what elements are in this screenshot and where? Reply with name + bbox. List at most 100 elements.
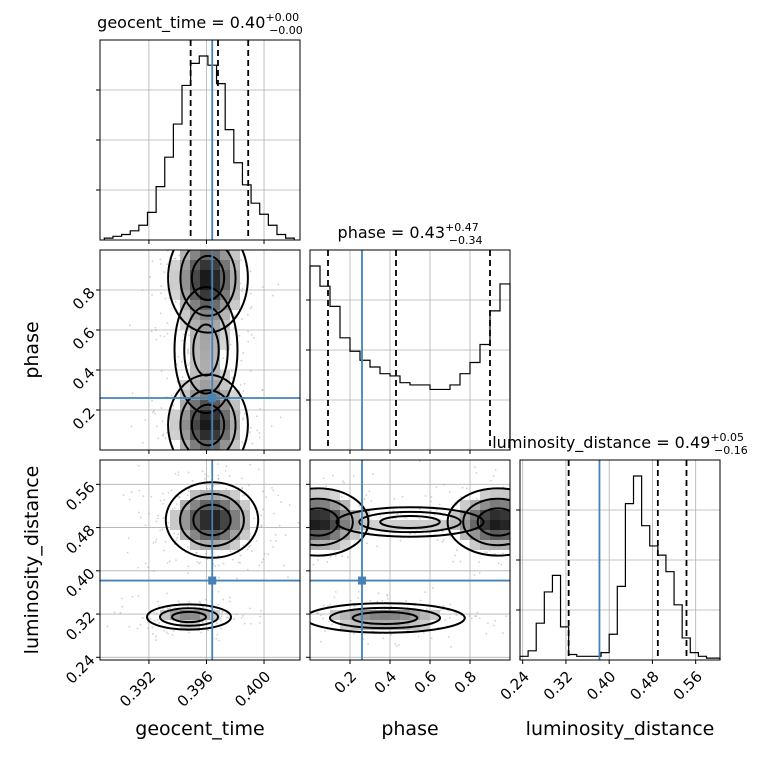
density-phase-distance-frame xyxy=(309,459,511,661)
sample-point xyxy=(160,407,163,409)
sample-point xyxy=(189,593,191,595)
sample-point xyxy=(316,611,318,614)
sample-point xyxy=(147,512,150,515)
sample-point xyxy=(217,227,219,229)
sample-point xyxy=(257,473,259,475)
sample-point xyxy=(161,420,164,423)
sample-point xyxy=(170,394,173,397)
sample-point xyxy=(164,540,167,543)
sample-point xyxy=(163,629,165,632)
sample-point xyxy=(523,603,525,605)
x-tick-label: 0.6 xyxy=(411,668,441,698)
sample-point xyxy=(113,611,116,614)
density-cell xyxy=(230,300,240,310)
sample-point xyxy=(151,626,154,629)
sample-point xyxy=(252,336,255,339)
sample-point xyxy=(221,460,223,462)
density-cell xyxy=(210,260,220,270)
density-cell xyxy=(210,340,220,350)
sample-point xyxy=(325,485,328,488)
sample-point xyxy=(227,616,230,619)
sample-point xyxy=(333,596,336,599)
sample-point xyxy=(369,599,372,602)
sample-point xyxy=(162,517,165,519)
density-cell xyxy=(480,540,490,550)
sample-point xyxy=(306,624,308,626)
sample-point xyxy=(367,531,370,534)
sample-point xyxy=(222,220,224,222)
density-cell xyxy=(210,250,220,260)
contour-0-0 xyxy=(310,487,370,557)
sample-point xyxy=(288,503,291,506)
sample-point xyxy=(448,491,451,493)
sample-point xyxy=(253,510,255,512)
sample-point xyxy=(358,505,360,507)
sample-point xyxy=(154,635,157,638)
sample-point xyxy=(240,454,242,456)
sample-point xyxy=(137,511,140,514)
density-cell xyxy=(500,510,510,520)
sample-point xyxy=(187,352,190,355)
sample-point xyxy=(154,329,157,332)
sample-point xyxy=(214,565,217,568)
sample-point xyxy=(246,548,249,551)
sample-point xyxy=(259,408,262,410)
density-cell xyxy=(410,520,420,530)
sample-point xyxy=(500,563,503,566)
sample-point xyxy=(163,242,165,244)
sample-point xyxy=(424,495,427,497)
panel-title-geocent_time: geocent_time = 0.40+0.00 −0.00 xyxy=(97,11,303,37)
density-cell xyxy=(210,350,220,360)
sample-point xyxy=(390,633,392,636)
sample-point xyxy=(370,499,373,502)
sample-point xyxy=(163,335,166,338)
sample-point xyxy=(377,592,380,595)
contour-1-2 xyxy=(190,403,226,447)
sample-point xyxy=(534,504,536,506)
sample-point xyxy=(141,470,143,472)
density-cell xyxy=(210,290,220,300)
y-tick-label: 0.48 xyxy=(62,521,98,557)
sample-point xyxy=(250,522,252,524)
sample-point xyxy=(197,562,200,565)
sample-point xyxy=(447,636,450,638)
sample-point xyxy=(128,498,131,501)
sample-point xyxy=(251,550,253,553)
density-cell xyxy=(480,490,490,500)
sample-point xyxy=(171,634,174,636)
density-cell xyxy=(340,540,350,550)
sample-point xyxy=(155,612,158,615)
sample-point xyxy=(198,243,200,245)
density-cell xyxy=(190,250,200,260)
density-cell xyxy=(200,350,210,360)
sample-point xyxy=(317,612,320,615)
sample-point xyxy=(455,614,458,616)
density-cell xyxy=(490,520,500,530)
density-cell xyxy=(200,430,210,440)
sample-point xyxy=(433,513,436,516)
sample-point xyxy=(300,597,302,599)
sample-point xyxy=(528,520,530,522)
sample-point xyxy=(188,600,191,603)
sample-point xyxy=(139,516,142,519)
sample-point xyxy=(242,544,245,547)
x-axis-title: luminosity_distance xyxy=(526,718,715,740)
density-cell xyxy=(310,500,320,510)
sample-point xyxy=(249,624,251,626)
sample-point xyxy=(417,635,420,638)
sample-point xyxy=(217,590,220,593)
sample-point xyxy=(167,632,169,635)
sample-point xyxy=(452,560,455,563)
sample-point xyxy=(525,564,527,566)
sample-point xyxy=(272,545,274,548)
sample-point xyxy=(160,292,162,295)
sample-point xyxy=(454,554,457,557)
sample-point xyxy=(137,566,140,569)
sample-point xyxy=(542,505,544,507)
sample-point xyxy=(291,247,293,249)
density-cell xyxy=(190,380,200,390)
density-cell xyxy=(480,500,490,510)
density-cell xyxy=(190,350,200,360)
sample-point xyxy=(188,631,190,634)
density-cell xyxy=(230,250,240,260)
